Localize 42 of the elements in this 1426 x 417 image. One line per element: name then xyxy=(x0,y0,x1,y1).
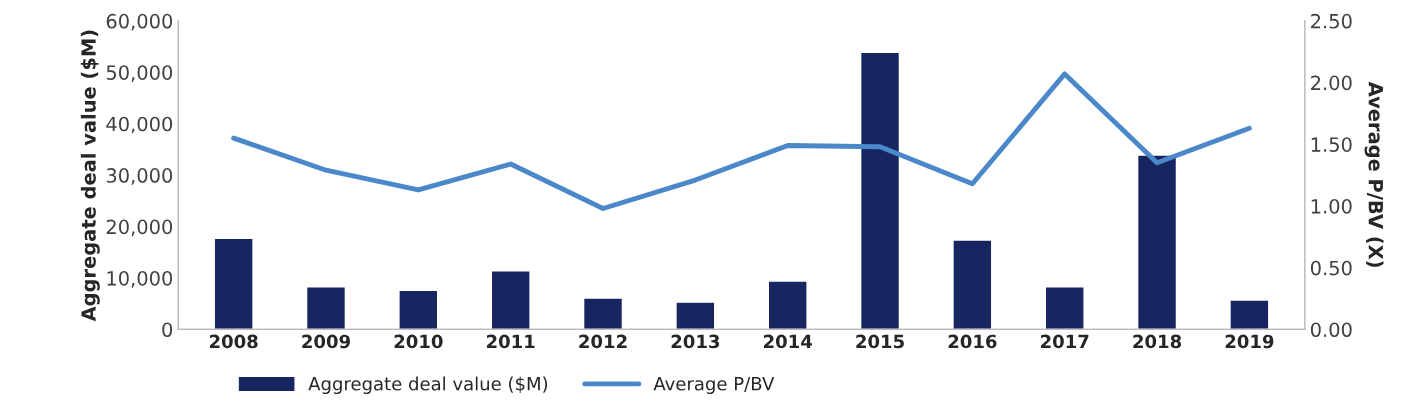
line-series xyxy=(231,71,1252,211)
x-tick-label: 2014 xyxy=(763,334,812,349)
bar xyxy=(490,270,531,330)
y-tick-label: 20,000 xyxy=(106,219,173,237)
x-tick-label: 2016 xyxy=(948,334,997,349)
x-tick-label: 2011 xyxy=(486,334,535,349)
bar xyxy=(213,237,254,330)
bar xyxy=(305,286,347,330)
legend-label: Average P/BV xyxy=(653,377,775,395)
x-tick-label: 2009 xyxy=(302,334,350,349)
legend-label: Aggregate deal value ($M) xyxy=(308,376,548,395)
x-tick-label: 2015 xyxy=(856,334,904,349)
bar xyxy=(1136,154,1178,330)
y-tick-label: 30,000 xyxy=(106,168,173,185)
x-tick-label: 2017 xyxy=(1041,334,1089,349)
x-tick-label: 2018 xyxy=(1133,334,1182,349)
bar xyxy=(1229,299,1270,330)
y2-tick-label: 2.00 xyxy=(1311,75,1352,91)
y2-tick-label: 2.50 xyxy=(1311,13,1352,29)
y2-tick-label: 0.00 xyxy=(1310,322,1352,338)
x-tick-label: 2010 xyxy=(394,334,443,349)
bar xyxy=(767,280,808,330)
y2-tick-label: 1.00 xyxy=(1311,198,1352,214)
y-axis-title: Aggregate deal value ($M) xyxy=(80,30,100,322)
y-tick-label: 40,000 xyxy=(106,116,173,134)
y2-tick-label: 1.50 xyxy=(1311,137,1352,152)
y-tick-label: 0 xyxy=(162,322,173,338)
bar xyxy=(582,297,624,330)
x-tick-label: 2019 xyxy=(1225,334,1274,349)
x-tick-label: 2013 xyxy=(671,334,720,349)
bar xyxy=(1044,286,1085,330)
y-tick-label: 50,000 xyxy=(106,65,173,82)
y-tick-label: 10,000 xyxy=(107,270,173,288)
bar xyxy=(859,51,901,330)
y2-axis-title: Average P/BV (X) xyxy=(1364,81,1384,267)
bar xyxy=(398,289,439,330)
x-tick-label: 2008 xyxy=(209,334,258,349)
y-tick-label: 60,000 xyxy=(106,13,173,31)
bar xyxy=(952,239,993,330)
bar xyxy=(675,301,716,330)
x-tick-label: 2012 xyxy=(579,334,627,349)
y2-tick-label: 0.50 xyxy=(1310,260,1352,276)
